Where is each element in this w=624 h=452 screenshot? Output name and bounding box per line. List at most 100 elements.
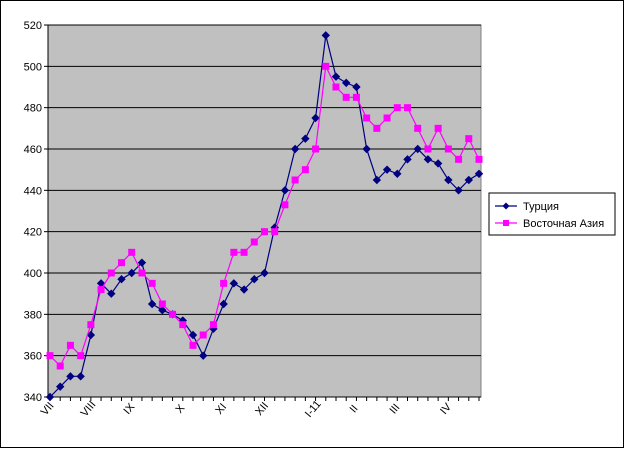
data-point: [281, 201, 289, 209]
data-point: [424, 145, 432, 153]
x-tick-label: VIII: [79, 399, 99, 419]
x-tick-label: XI: [213, 401, 229, 417]
data-point: [321, 31, 330, 40]
data-point: [444, 175, 453, 185]
data-point: [342, 93, 350, 101]
y-tick-label: 440: [24, 185, 42, 197]
data-point: [352, 82, 361, 92]
data-point: [464, 175, 473, 185]
legend-marker: [502, 202, 510, 210]
data-point: [413, 144, 422, 154]
data-point: [363, 114, 371, 122]
y-tick-label: 460: [24, 144, 42, 156]
data-point: [45, 392, 55, 402]
data-point: [128, 248, 136, 256]
x-tick-label: IV: [438, 401, 454, 417]
data-point: [352, 93, 360, 101]
data-point: [240, 248, 248, 256]
data-point: [331, 72, 341, 81]
x-tick-label: X: [174, 402, 188, 416]
data-point: [220, 279, 228, 287]
data-point: [56, 382, 65, 391]
data-point: [474, 169, 484, 179]
data-point: [189, 341, 197, 349]
data-point: [147, 299, 157, 309]
data-point: [86, 330, 96, 340]
data-point: [229, 279, 239, 288]
data-point: [434, 124, 442, 132]
y-tick-label: 400: [24, 268, 42, 280]
data-point: [230, 248, 238, 256]
data-point: [118, 259, 125, 267]
data-point: [56, 362, 64, 370]
y-tick-label: 380: [24, 309, 42, 321]
data-point: [444, 145, 452, 153]
y-tick-label: 420: [24, 227, 42, 239]
data-point: [291, 176, 299, 184]
data-point: [373, 124, 381, 132]
data-point: [433, 159, 443, 168]
legend-box: [488, 192, 616, 236]
data-point: [239, 285, 249, 294]
data-point: [312, 145, 320, 153]
data-point: [209, 321, 217, 329]
data-point: [66, 372, 75, 381]
data-point: [455, 155, 463, 163]
data-point: [107, 269, 115, 277]
data-point: [332, 83, 340, 91]
legend-marker: [503, 220, 509, 226]
data-point: [271, 228, 279, 236]
plot-area: [47, 24, 482, 398]
data-point: [414, 124, 422, 132]
data-point: [311, 113, 320, 123]
data-point: [290, 144, 300, 154]
data-point: [261, 228, 268, 236]
x-tick-label: I-11: [303, 398, 324, 420]
data-point: [188, 330, 198, 340]
data-point: [66, 341, 74, 349]
y-tick-label: 520: [24, 20, 42, 32]
data-point: [179, 321, 187, 329]
data-point: [342, 78, 351, 88]
x-tick-label: IX: [121, 401, 137, 417]
data-point: [454, 186, 463, 195]
data-point: [148, 279, 156, 287]
data-point: [322, 62, 330, 70]
data-point: [280, 186, 290, 195]
data-point: [107, 289, 116, 298]
data-point: [138, 269, 146, 277]
data-point: [403, 155, 412, 164]
data-point: [250, 274, 259, 284]
data-point: [199, 351, 208, 360]
data-point: [260, 268, 269, 278]
data-point: [301, 166, 309, 174]
legend: Турция Восточная Азия: [488, 192, 616, 236]
y-tick-label: 340: [24, 392, 42, 404]
legend-label: Восточная Азия: [523, 218, 604, 230]
data-point: [117, 274, 126, 284]
data-point: [97, 286, 105, 294]
data-point: [383, 114, 391, 122]
data-point: [127, 268, 136, 278]
data-point: [76, 372, 85, 381]
legend-label: Турция: [523, 201, 559, 213]
data-point: [77, 352, 85, 360]
data-point: [158, 300, 166, 308]
data-point: [362, 144, 371, 154]
data-point: [404, 104, 411, 112]
y-tick-label: 360: [24, 351, 42, 363]
x-tick-label: III: [387, 402, 402, 417]
data-point: [250, 238, 258, 246]
data-point: [382, 165, 392, 174]
data-point: [219, 299, 228, 309]
data-point: [301, 134, 310, 143]
data-point: [465, 135, 473, 143]
data-point: [393, 104, 401, 112]
data-point: [158, 305, 167, 315]
x-tick-label: XII: [253, 400, 271, 418]
x-tick-label: II: [348, 403, 361, 415]
y-tick-label: 500: [24, 61, 42, 73]
data-point: [393, 169, 402, 179]
data-point: [475, 155, 483, 163]
